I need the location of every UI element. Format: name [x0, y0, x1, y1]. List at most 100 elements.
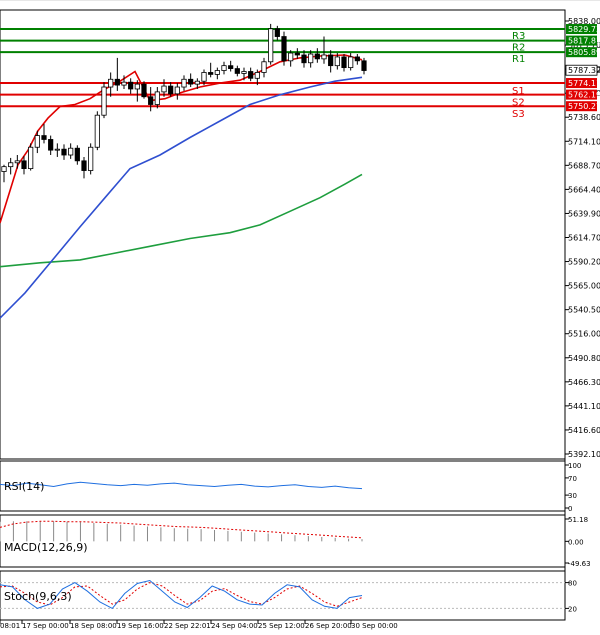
ma-slow-line [0, 173, 363, 268]
candle-body [241, 71, 247, 74]
price-tick-label: 5490.80 [568, 354, 600, 363]
time-tick-label: 22 Sep 22:01 [164, 622, 211, 630]
candlesticks [1, 23, 367, 183]
price-tick-label: 5466.30 [568, 378, 600, 387]
macd-tick-label: 51.18 [568, 516, 588, 524]
macd-indicator: 51.18 0.00 -49.63 [0, 516, 591, 568]
candle-body [301, 54, 307, 64]
stoch-tick-label: 20 [568, 605, 577, 613]
pivot-price-label-r2: 5817.81 [568, 37, 600, 46]
candle-body [174, 86, 180, 95]
candle-body [201, 72, 207, 82]
last-price-marker: 5787.32 [565, 64, 600, 76]
pivot-price-label-s2: 5762.19 [568, 91, 600, 100]
stoch-indicator: 80 20 [0, 579, 577, 613]
candle-body [341, 56, 347, 69]
candle-body [294, 52, 300, 56]
time-tick-label: 26 Sep 20:00 [305, 622, 352, 630]
last-price-label: 5787.32 [568, 66, 600, 75]
candle-body [28, 146, 34, 170]
pivot-name-s2: S2 [512, 98, 525, 109]
time-tick-label: 25 Sep 12:00 [258, 622, 305, 630]
price-panel-frame [0, 9, 566, 460]
price-tick-label: 5664.40 [568, 185, 600, 194]
stoch-k-line [0, 579, 363, 610]
candle-body [148, 96, 154, 105]
candle-body [354, 56, 360, 62]
candle-body [74, 147, 80, 162]
pivot-name-s1: S1 [512, 86, 525, 97]
candle-body [288, 52, 294, 62]
candle-body [34, 135, 40, 148]
pivot-name-r3: R3 [512, 31, 525, 42]
candle-body [8, 162, 14, 168]
candle-body [214, 70, 220, 75]
price-tick-label: 5838.00 [568, 17, 600, 26]
pivot-price-box-r3 [566, 24, 597, 35]
candle-body [54, 148, 60, 151]
pivot-price-label-s1: 5774.11 [568, 79, 600, 88]
price-tick-label: 5688.70 [568, 161, 600, 170]
pivot-price-box-r1 [566, 47, 597, 58]
candle-body [81, 160, 87, 171]
pivot-price-label-r1: 5805.89 [568, 48, 600, 57]
pivot-name-s3: S3 [512, 109, 525, 120]
pivot-price-box-s3 [566, 101, 597, 112]
candle-body [268, 28, 274, 63]
price-tick-label: 5639.90 [568, 209, 600, 218]
candle-body [61, 148, 67, 156]
candle-body [234, 68, 240, 74]
price-tick-label: 5714.10 [568, 137, 600, 146]
price-tick-label: 5738.60 [568, 113, 600, 122]
candle-body [228, 65, 234, 69]
candle-body [181, 78, 187, 88]
pivot-name-r2: R2 [512, 43, 525, 54]
price-tick-label: 5565.00 [568, 282, 600, 291]
macd-label: MACD(12,26,9) [4, 541, 88, 554]
candle-body [108, 78, 114, 88]
candle-body [14, 160, 20, 164]
price-tick-label: 5441.10 [568, 402, 600, 411]
candle-body [308, 53, 314, 64]
candle-body [134, 83, 140, 90]
candle-body [41, 135, 47, 140]
rsi-indicator: 100 70 30 0 [0, 462, 581, 513]
time-tick-label: 30 Sep 00:00 [351, 622, 398, 630]
candle-body [221, 65, 227, 71]
rsi-tick-label: 70 [568, 475, 577, 483]
candle-body [334, 56, 340, 67]
candle-body [328, 54, 334, 67]
candle-body [114, 78, 120, 86]
time-tick-label: 18 Sep 08:00 [70, 622, 117, 630]
candle-body [274, 28, 280, 37]
candle-body [261, 61, 267, 73]
last-price-box [565, 64, 598, 76]
time-tick-label: 08:01 [0, 622, 20, 630]
candle-body [188, 78, 194, 85]
rsi-tick-label: 100 [568, 462, 581, 470]
macd-tick-label: -49.63 [568, 560, 591, 568]
pivot-price-box-r2 [566, 35, 597, 46]
candle-body [168, 85, 174, 95]
time-tick-label: 24 Sep 04:00 [211, 622, 258, 630]
time-tick-label: 19 Sep 16:00 [117, 622, 164, 630]
candle-body [208, 72, 214, 75]
price-tick-label: 5614.70 [568, 234, 600, 243]
candle-body [121, 81, 127, 86]
candle-body [348, 56, 354, 69]
candle-body [321, 54, 327, 60]
candle-body [281, 36, 287, 62]
macd-tick-label: 0.00 [568, 538, 584, 546]
candle-body [154, 91, 160, 105]
candle-body [314, 53, 320, 60]
candle-body [361, 60, 367, 71]
macd-signal-line [0, 520, 363, 539]
candle-body [128, 81, 134, 90]
candle-body [194, 80, 200, 85]
candle-body [161, 85, 167, 93]
pivot-price-box-s1 [566, 78, 597, 89]
candle-body [68, 147, 74, 156]
candle-body [21, 160, 27, 170]
price-tick-label: 5590.20 [568, 258, 600, 267]
